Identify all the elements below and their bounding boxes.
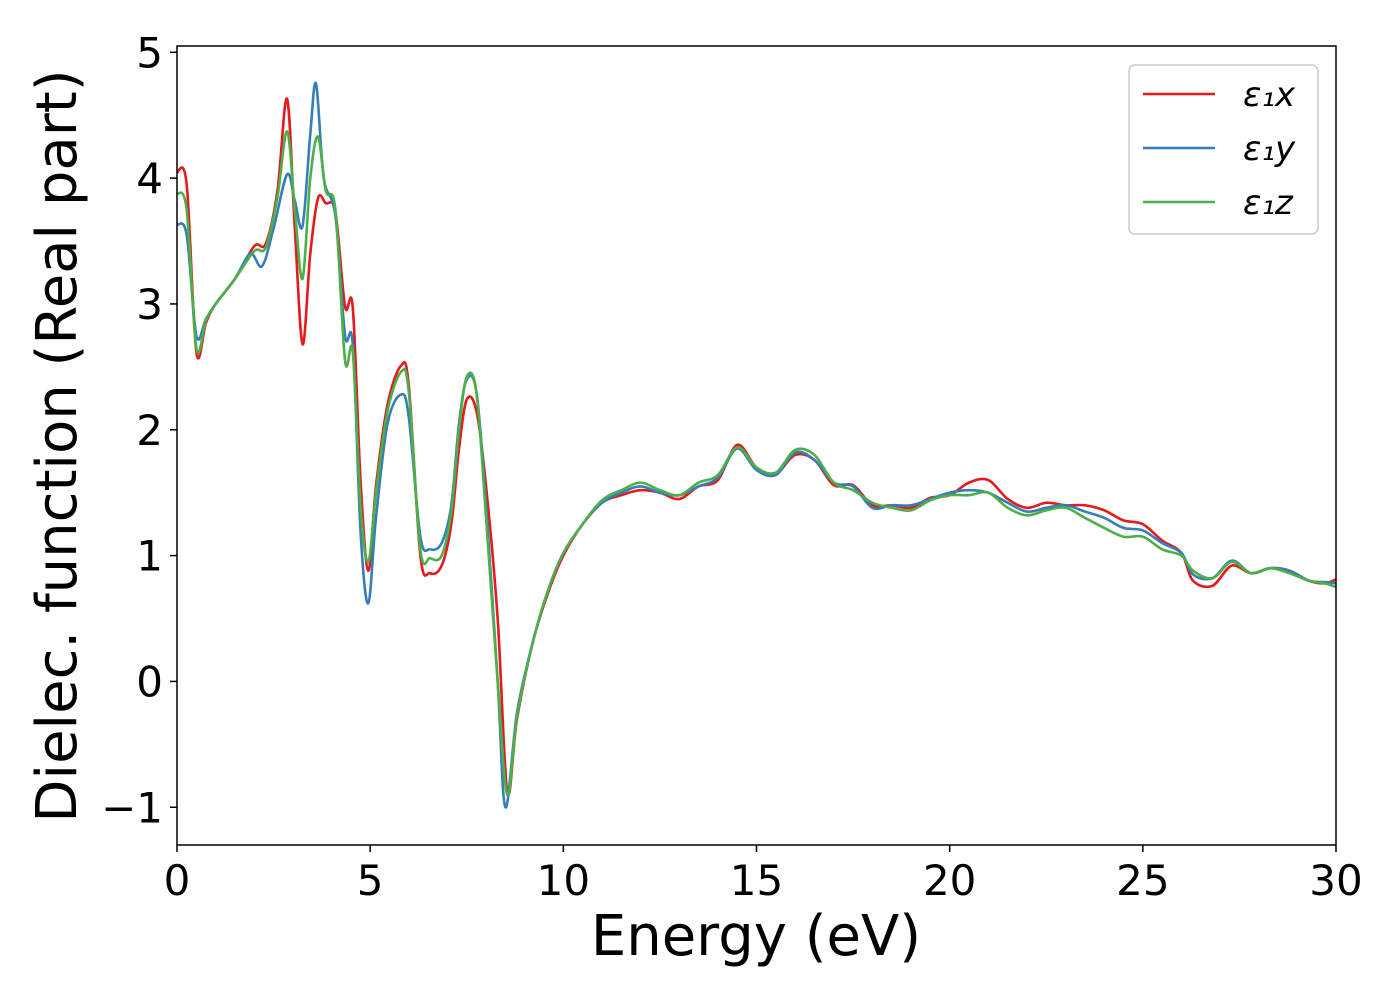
x-axis-label: Energy (eV) [591,904,921,969]
legend-label-3: ε₁z [1243,183,1294,223]
y-tick-label: 4 [136,154,163,203]
x-tick-label: 10 [537,856,590,905]
x-tick-label: 0 [164,856,191,905]
legend-box [1128,64,1319,235]
x-tick-label: 15 [730,856,783,905]
legend: ε₁x ε₁y ε₁z [1128,64,1319,235]
x-tick-label: 25 [1116,856,1169,905]
y-tick-label: 3 [136,280,163,329]
plot-lines [175,81,1337,809]
y-tick-label: 2 [136,406,163,455]
y-axis-ticks: −1 0 1 2 3 4 5 [101,28,177,832]
legend-label-2: ε₁y [1243,129,1296,169]
y-tick-label: 0 [136,657,163,706]
y-tick-label: −1 [101,783,163,832]
y-tick-label: 1 [136,532,163,581]
x-axis-ticks: 0 5 10 15 20 25 30 [164,845,1363,905]
y-tick-label: 5 [136,28,163,77]
legend-label-1: ε₁x [1243,75,1296,115]
x-tick-label: 5 [357,856,384,905]
x-tick-label: 30 [1309,856,1362,905]
y-axis-label: Dielec. function (Real part) [25,69,90,822]
x-tick-label: 20 [923,856,976,905]
series-line-3 [175,130,1337,796]
